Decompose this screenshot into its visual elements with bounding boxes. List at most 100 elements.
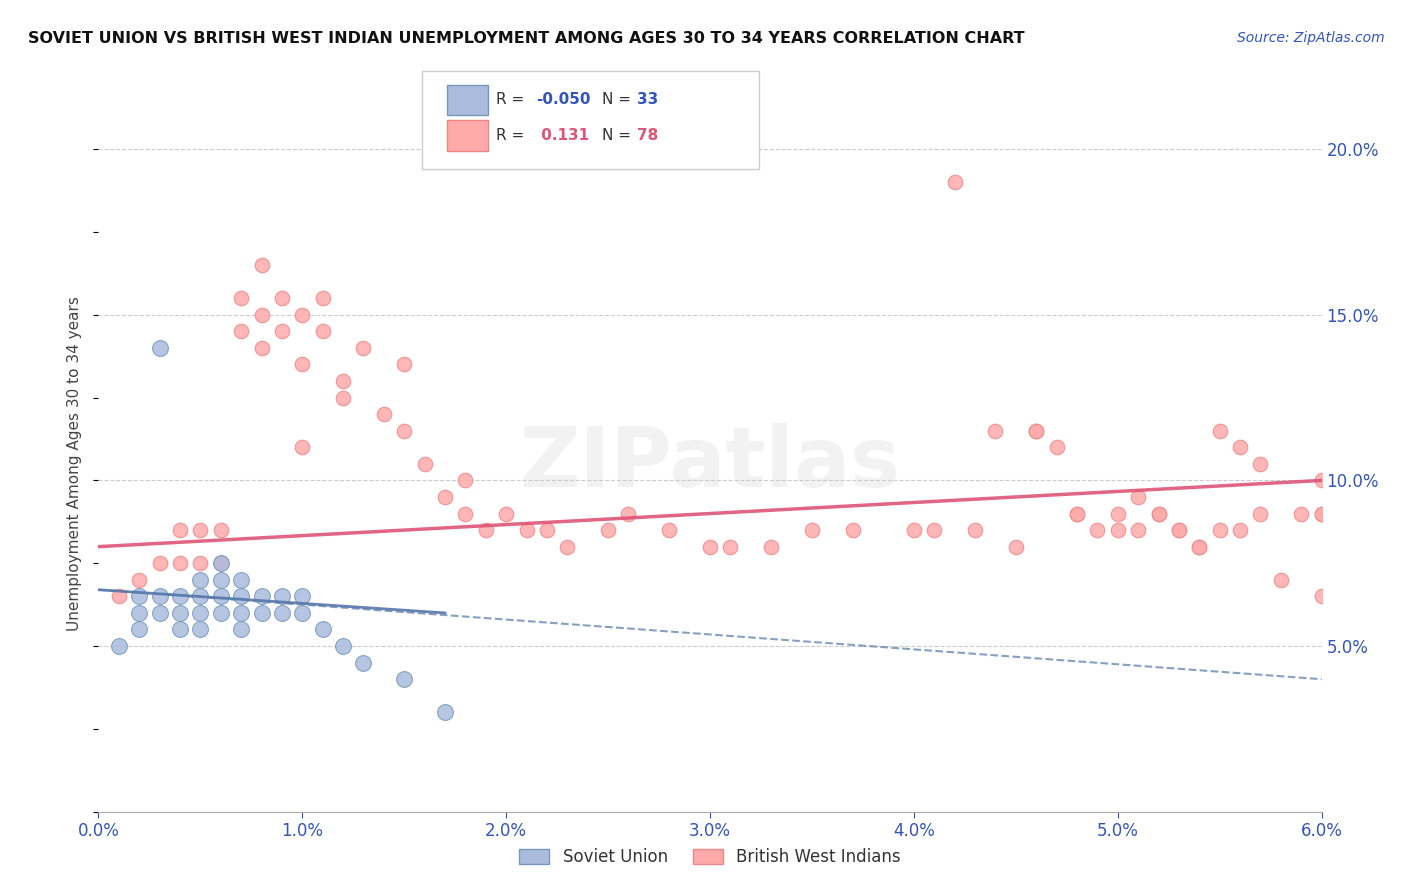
Point — [555, 540, 579, 554]
Point — [149, 341, 172, 355]
Point — [1066, 507, 1088, 521]
Point — [270, 291, 292, 305]
Point — [1167, 523, 1189, 537]
Point — [169, 556, 191, 570]
Point — [1208, 523, 1232, 537]
Point — [1208, 424, 1232, 438]
Point — [188, 523, 212, 537]
Point — [149, 590, 172, 604]
Point — [209, 590, 232, 604]
Text: 0.131: 0.131 — [536, 128, 589, 143]
Point — [454, 474, 477, 488]
Point — [1147, 507, 1170, 521]
Point — [658, 523, 681, 537]
Point — [311, 291, 335, 305]
Point — [291, 606, 314, 620]
Point — [209, 573, 232, 587]
Point — [250, 341, 273, 355]
Point — [1107, 523, 1129, 537]
Text: R =: R = — [496, 128, 530, 143]
Point — [1128, 523, 1150, 537]
Point — [1310, 507, 1333, 521]
Point — [801, 523, 824, 537]
Point — [1310, 474, 1333, 488]
Point — [841, 523, 863, 537]
Point — [352, 341, 374, 355]
Point — [1025, 424, 1047, 438]
Point — [1085, 523, 1108, 537]
Point — [943, 175, 966, 189]
Point — [454, 507, 477, 521]
Point — [1045, 440, 1069, 454]
Point — [433, 490, 456, 504]
Point — [231, 623, 253, 637]
Point — [209, 556, 232, 570]
Text: 33: 33 — [637, 93, 658, 107]
Point — [433, 706, 456, 720]
Text: R =: R = — [496, 93, 530, 107]
Point — [1249, 507, 1271, 521]
Point — [1128, 490, 1150, 504]
Point — [1289, 507, 1312, 521]
Point — [231, 606, 253, 620]
Point — [1270, 573, 1292, 587]
Point — [169, 606, 191, 620]
Point — [250, 258, 273, 272]
Point — [311, 324, 335, 338]
Point — [963, 523, 986, 537]
Point — [291, 358, 314, 372]
Text: 78: 78 — [637, 128, 658, 143]
Text: -0.050: -0.050 — [536, 93, 591, 107]
Point — [413, 457, 436, 471]
Text: Source: ZipAtlas.com: Source: ZipAtlas.com — [1237, 31, 1385, 45]
Point — [1025, 424, 1047, 438]
Point — [188, 606, 212, 620]
Point — [1066, 507, 1088, 521]
Text: SOVIET UNION VS BRITISH WEST INDIAN UNEMPLOYMENT AMONG AGES 30 TO 34 YEARS CORRE: SOVIET UNION VS BRITISH WEST INDIAN UNEM… — [28, 31, 1025, 46]
Point — [392, 672, 416, 686]
Point — [903, 523, 925, 537]
Point — [128, 590, 150, 604]
Point — [984, 424, 1007, 438]
Point — [169, 590, 191, 604]
Point — [1188, 540, 1211, 554]
Point — [209, 606, 232, 620]
Point — [373, 407, 395, 421]
Point — [922, 523, 945, 537]
Point — [516, 523, 538, 537]
Point — [332, 391, 354, 405]
Point — [149, 556, 172, 570]
Point — [250, 590, 273, 604]
Point — [1229, 523, 1251, 537]
Point — [108, 639, 131, 653]
Point — [291, 308, 314, 322]
Point — [188, 590, 212, 604]
Point — [761, 540, 783, 554]
Point — [250, 308, 273, 322]
Point — [617, 507, 640, 521]
Point — [188, 556, 212, 570]
Point — [311, 623, 335, 637]
Legend: Soviet Union, British West Indians: Soviet Union, British West Indians — [513, 842, 907, 873]
Point — [352, 656, 374, 670]
Point — [128, 623, 150, 637]
Y-axis label: Unemployment Among Ages 30 to 34 years: Unemployment Among Ages 30 to 34 years — [67, 296, 83, 632]
Point — [291, 440, 314, 454]
Point — [699, 540, 721, 554]
Point — [188, 623, 212, 637]
Point — [169, 523, 191, 537]
Point — [209, 556, 232, 570]
Point — [392, 358, 416, 372]
Point — [1310, 590, 1333, 604]
Point — [1229, 440, 1251, 454]
Point — [332, 374, 354, 388]
Point — [495, 507, 517, 521]
Point — [1249, 457, 1271, 471]
Point — [108, 590, 131, 604]
Point — [332, 639, 354, 653]
Point — [250, 606, 273, 620]
Point — [128, 606, 150, 620]
Point — [270, 606, 292, 620]
Text: N =: N = — [602, 128, 636, 143]
Point — [188, 573, 212, 587]
